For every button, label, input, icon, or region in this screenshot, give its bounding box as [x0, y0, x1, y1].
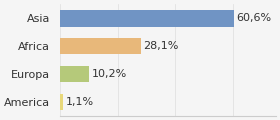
Bar — [60, 10, 234, 27]
Text: 1,1%: 1,1% — [66, 97, 94, 107]
Bar — [60, 38, 141, 54]
Bar — [60, 66, 89, 82]
Text: 10,2%: 10,2% — [92, 69, 127, 79]
Text: 28,1%: 28,1% — [143, 41, 179, 51]
Bar — [60, 93, 63, 110]
Text: 60,6%: 60,6% — [237, 13, 272, 23]
